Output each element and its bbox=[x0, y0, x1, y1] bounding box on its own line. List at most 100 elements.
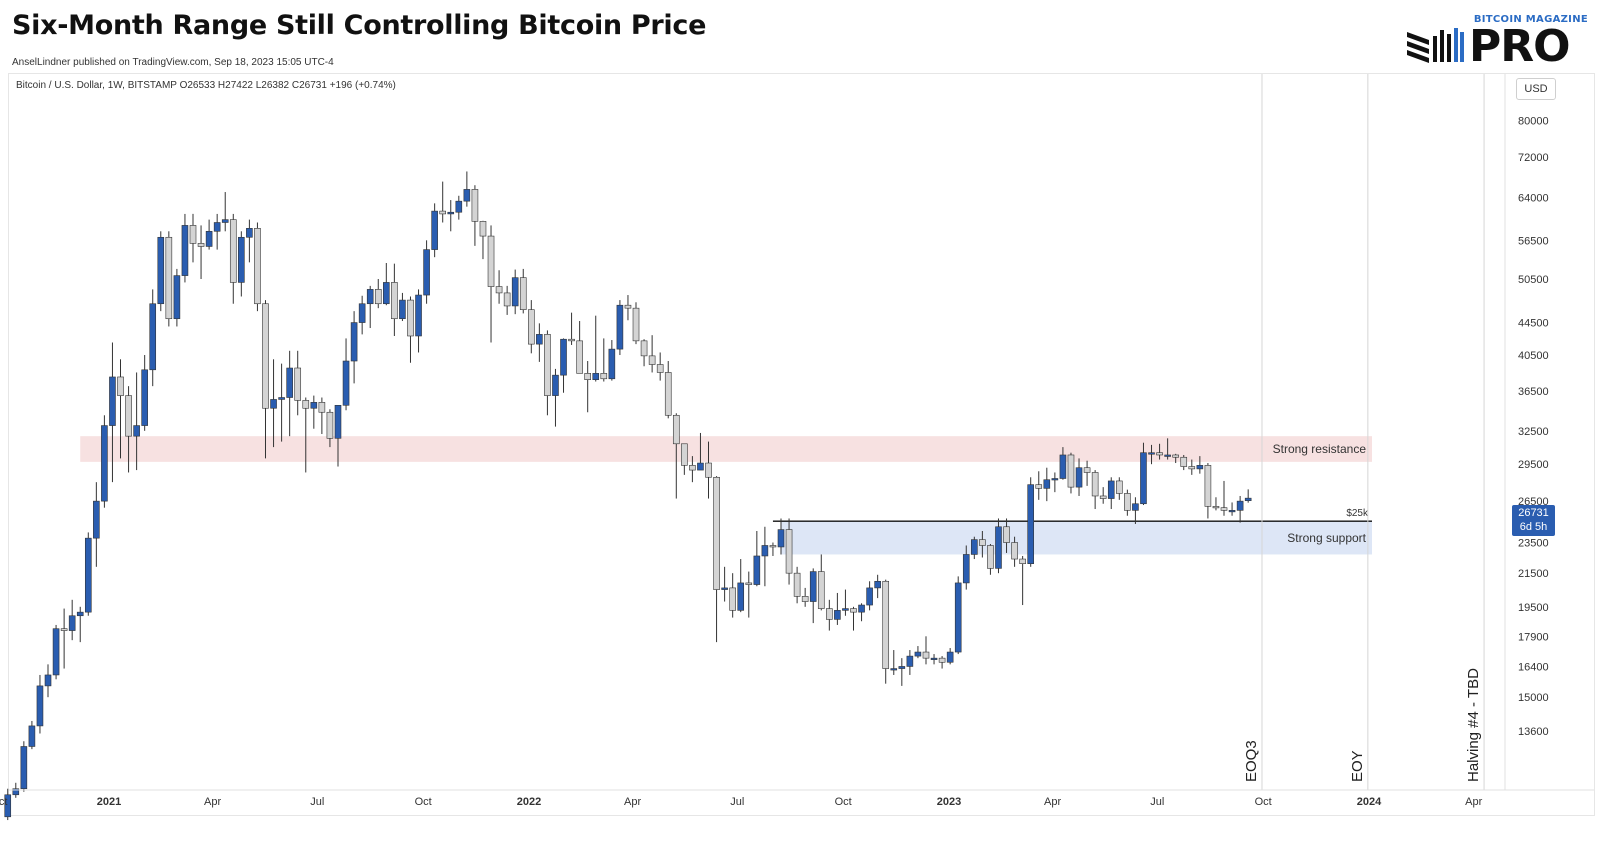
candle-body bbox=[415, 294, 422, 337]
marker-label: EOQ3 bbox=[1243, 740, 1260, 782]
candle-body bbox=[165, 236, 173, 320]
price-tick-label: 16400 bbox=[1518, 661, 1549, 673]
price-axis: 80000 72000 64000 56500 50500 44500 40500 36500… bbox=[1504, 74, 1549, 790]
candle-body bbox=[1019, 558, 1026, 564]
candle-body bbox=[503, 292, 511, 307]
candle-body bbox=[1212, 506, 1220, 509]
currency-button[interactable]: USD bbox=[1516, 78, 1556, 100]
logo-mark-icon bbox=[1407, 28, 1464, 63]
candle-body bbox=[334, 404, 342, 439]
candle-body bbox=[1244, 497, 1252, 502]
time-tick-label: 2022 bbox=[517, 796, 541, 808]
candle-body bbox=[1188, 466, 1196, 470]
brand-logo: BITCOIN MAGAZINE PRO bbox=[1407, 12, 1592, 72]
price-tick-label: 72000 bbox=[1518, 152, 1549, 164]
candle-body bbox=[954, 582, 962, 653]
logo-wordmark: PRO bbox=[1469, 21, 1571, 72]
candle-body bbox=[753, 555, 761, 585]
candle-body bbox=[149, 303, 157, 371]
candle-body bbox=[721, 587, 728, 590]
marker-label: EOY bbox=[1349, 750, 1366, 782]
candle-body bbox=[560, 338, 567, 376]
candle-body bbox=[817, 571, 825, 609]
marker-label: Halving #4 - TBD bbox=[1465, 668, 1482, 782]
candle-body bbox=[1140, 452, 1147, 505]
candle-body bbox=[769, 545, 777, 548]
candle-body bbox=[68, 615, 76, 631]
candle-body bbox=[463, 189, 471, 202]
candle-body bbox=[842, 608, 849, 611]
candle-body bbox=[1164, 454, 1171, 457]
time-tick-label: Oct bbox=[1255, 796, 1272, 808]
candle-body bbox=[850, 608, 857, 613]
candle-body bbox=[1204, 465, 1212, 507]
candle-body bbox=[294, 367, 302, 401]
candle-body bbox=[1051, 478, 1059, 481]
symbol-info-line: Bitcoin / U.S. Dollar, 1W, BITSTAMP O265… bbox=[16, 80, 396, 91]
zone-label: Strong resistance bbox=[1273, 442, 1367, 456]
candle-body bbox=[584, 373, 591, 380]
date-markers: EOQ3 EOY Halving #4 - TBD bbox=[1243, 74, 1485, 790]
price-tick-label: 13600 bbox=[1518, 726, 1549, 738]
candle-body bbox=[157, 236, 165, 305]
candle-body bbox=[326, 411, 334, 439]
candle-body bbox=[826, 608, 833, 620]
candle-body bbox=[181, 225, 189, 276]
time-tick-label: Apr bbox=[624, 796, 641, 808]
candle-body bbox=[922, 651, 930, 659]
candle-body bbox=[1148, 452, 1155, 455]
candle-body bbox=[1180, 456, 1188, 467]
candle-body bbox=[197, 243, 205, 247]
candle-body bbox=[632, 307, 640, 342]
candle-body bbox=[302, 400, 310, 409]
price-tick-label: 15000 bbox=[1518, 692, 1549, 704]
candle-body bbox=[270, 399, 277, 409]
candle-body bbox=[914, 651, 922, 657]
price-zones: Strong resistance Strong support bbox=[80, 436, 1372, 555]
candle-body bbox=[101, 425, 108, 502]
publisher-byline: AnselLindner published on TradingView.co… bbox=[12, 57, 334, 68]
candle-body bbox=[447, 211, 455, 215]
time-tick-label: 2024 bbox=[1357, 796, 1382, 808]
candle-body bbox=[882, 580, 890, 669]
time-axis: ct 2021 Apr Jul Oct 2022 Apr Jul Oct 2023 Apr Jul Oc… bbox=[0, 789, 1594, 808]
candle-body bbox=[455, 200, 463, 213]
candle-body bbox=[229, 219, 237, 283]
candle-body bbox=[1132, 503, 1139, 511]
candle-body bbox=[342, 360, 350, 406]
time-tick-label: 2021 bbox=[97, 796, 121, 808]
price-levels: $25k bbox=[772, 508, 1372, 522]
candle-body bbox=[391, 282, 398, 320]
price-tick-label: 36500 bbox=[1518, 386, 1549, 398]
candle-body bbox=[1099, 495, 1107, 499]
candle-body bbox=[36, 685, 44, 727]
candle-body bbox=[278, 397, 285, 400]
candle-body bbox=[858, 604, 865, 613]
candle-body bbox=[544, 334, 551, 396]
candle-body bbox=[745, 582, 753, 585]
candle-body bbox=[511, 277, 519, 307]
candle-body bbox=[681, 443, 688, 466]
candle-body bbox=[439, 210, 446, 215]
chart-frame bbox=[8, 73, 1595, 816]
candle-body bbox=[777, 529, 785, 548]
candle-body bbox=[133, 425, 140, 437]
candle-body bbox=[737, 582, 745, 611]
candle-body bbox=[1107, 480, 1115, 499]
time-tick-label: Oct bbox=[415, 796, 432, 808]
candle-body bbox=[141, 369, 148, 426]
candle-body bbox=[906, 655, 914, 667]
time-tick-label: Jul bbox=[730, 796, 744, 808]
price-tick-label: 29500 bbox=[1518, 459, 1549, 471]
candle-body bbox=[971, 539, 978, 555]
bar-countdown: 6d 5h bbox=[1519, 521, 1548, 533]
candle-body bbox=[1196, 465, 1204, 470]
candle-body bbox=[713, 476, 720, 590]
candle-body bbox=[1011, 542, 1018, 560]
candle-body bbox=[592, 373, 600, 380]
candle-body bbox=[20, 746, 28, 790]
price-tick-label: 44500 bbox=[1518, 318, 1549, 330]
time-tick-label: Jul bbox=[310, 796, 324, 808]
price-tick-label: 19500 bbox=[1518, 602, 1549, 614]
